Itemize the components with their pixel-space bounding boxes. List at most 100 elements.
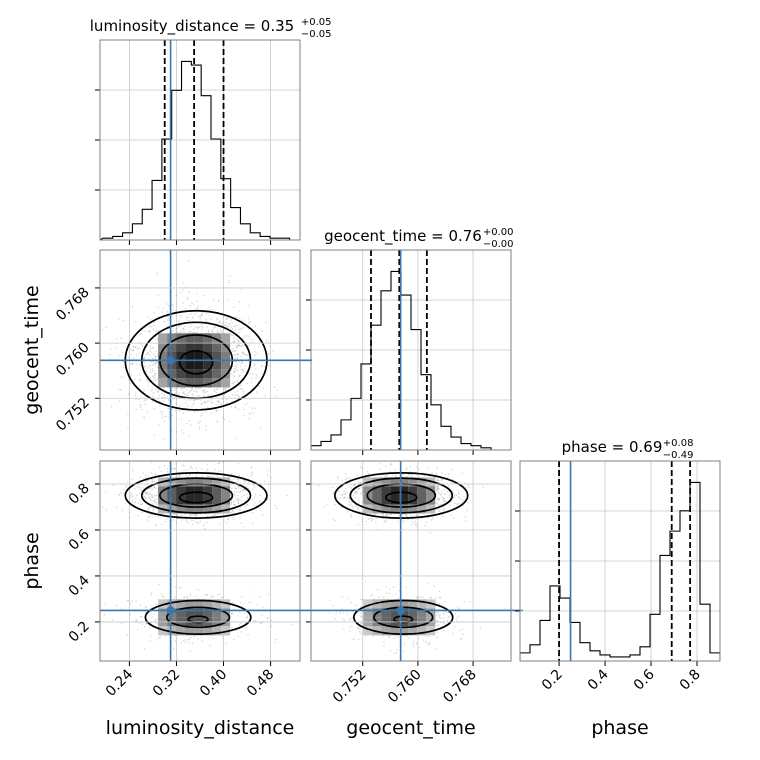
sample-point: [182, 302, 184, 304]
sample-point: [517, 628, 518, 629]
sample-point: [155, 525, 158, 527]
sample-point: [440, 621, 442, 624]
sample-point: [236, 394, 238, 396]
sample-point: [439, 616, 441, 618]
sample-point: [189, 595, 191, 597]
histogram-line: [311, 270, 511, 450]
sample-point: [174, 596, 177, 598]
sample-point: [349, 626, 351, 628]
sample-point: [143, 495, 145, 497]
sample-point: [237, 354, 239, 356]
sample-point: [175, 328, 177, 330]
sample-point: [149, 497, 151, 499]
sample-point: [205, 318, 207, 321]
sample-point: [156, 366, 159, 368]
sample-point: [425, 635, 427, 637]
sample-point: [143, 357, 145, 360]
sample-point: [403, 643, 406, 645]
sample-point: [468, 486, 470, 489]
sample-point: [154, 620, 157, 622]
sample-point: [355, 505, 358, 507]
sample-point: [250, 367, 252, 369]
sample-point: [242, 476, 244, 478]
sample-point: [180, 418, 182, 420]
sample-point: [388, 471, 390, 473]
sample-point: [139, 504, 142, 506]
sample-point: [357, 524, 359, 526]
sample-point: [156, 506, 158, 508]
sample-point: [142, 472, 144, 474]
sample-point: [234, 350, 236, 352]
sample-point: [151, 480, 153, 483]
sample-point: [241, 319, 243, 321]
sample-point: [362, 490, 364, 493]
sample-point: [259, 501, 261, 504]
sample-point: [191, 386, 193, 389]
sample-point: [238, 329, 240, 331]
panel-luminosity_distance-hist: luminosity_distance = 0.35 +0.05−0.05: [90, 17, 332, 245]
sample-point: [245, 371, 247, 373]
sample-point: [219, 322, 221, 324]
sample-point: [193, 400, 195, 402]
sample-point: [341, 494, 343, 496]
density-cell: [158, 351, 168, 361]
sample-point: [230, 503, 233, 505]
sample-point: [231, 498, 233, 500]
sample-point: [409, 453, 410, 454]
sample-point: [361, 520, 363, 523]
sample-point: [175, 586, 177, 588]
sample-point: [234, 515, 236, 517]
sample-point: [204, 392, 206, 394]
sample-point: [165, 518, 167, 520]
sample-point: [350, 601, 352, 604]
sample-point: [461, 472, 464, 474]
panel-title: luminosity_distance = 0.35: [90, 17, 294, 36]
sample-point: [436, 499, 439, 501]
sample-point: [153, 312, 155, 314]
sample-point: [184, 325, 186, 328]
sample-point: [149, 640, 151, 642]
sample-point: [198, 387, 200, 389]
sample-point: [236, 345, 238, 347]
sample-point: [237, 370, 239, 372]
sample-point: [122, 376, 124, 378]
sample-point: [359, 626, 362, 628]
sample-point: [161, 396, 164, 399]
sample-point: [254, 620, 257, 622]
sample-point: [228, 323, 231, 325]
density-cell: [167, 477, 177, 487]
sample-point: [463, 633, 465, 636]
sample-point: [140, 333, 142, 335]
sample-point: [184, 402, 187, 405]
sample-point: [175, 310, 177, 312]
sample-point: [231, 334, 233, 336]
sample-point: [146, 352, 149, 354]
sample-point: [196, 522, 199, 524]
sample-point: [148, 487, 150, 490]
sample-point: [235, 324, 238, 326]
sample-point: [217, 421, 219, 424]
sample-point: [181, 429, 183, 432]
sample-point: [240, 631, 243, 633]
sample-point: [332, 519, 334, 521]
sample-point: [145, 476, 147, 478]
sample-point: [179, 405, 181, 407]
sample-point: [267, 470, 269, 472]
sample-point: [190, 519, 192, 521]
sample-point: [373, 598, 376, 600]
sample-point: [258, 494, 261, 496]
density-cell: [212, 378, 222, 388]
sample-point: [148, 364, 150, 367]
sample-point: [336, 476, 339, 478]
sample-point: [248, 481, 250, 483]
sample-point: [358, 499, 360, 501]
sample-point: [177, 387, 179, 389]
sample-point: [149, 493, 151, 495]
sample-point: [241, 596, 243, 598]
sample-point: [143, 389, 145, 391]
sample-point: [218, 400, 220, 402]
sample-point: [183, 387, 185, 389]
sample-point: [210, 308, 212, 311]
sample-point: [111, 619, 114, 621]
sample-point: [267, 341, 270, 343]
